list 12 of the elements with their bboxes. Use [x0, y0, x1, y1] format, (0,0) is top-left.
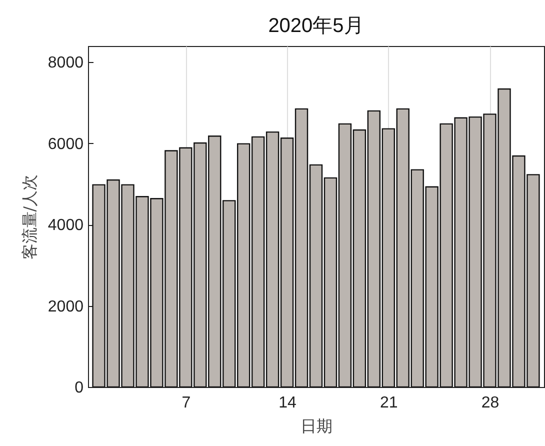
y-tick-label: 8000 — [48, 54, 84, 72]
y-tick-label: 2000 — [48, 298, 84, 316]
y-axis-title: 客流量/人次 — [20, 174, 39, 260]
y-tick-label: 4000 — [48, 217, 84, 234]
x-tick-label: 21 — [380, 394, 398, 412]
y-tick-label: 0 — [74, 380, 84, 396]
x-tick-label: 14 — [278, 394, 297, 412]
chart-title: 2020年5月 — [268, 15, 364, 37]
x-tick-label: 7 — [182, 394, 191, 412]
x-tick-label: 28 — [481, 394, 500, 412]
x-axis-title: 日期 — [300, 416, 332, 436]
y-tick-label: 6000 — [48, 136, 84, 153]
